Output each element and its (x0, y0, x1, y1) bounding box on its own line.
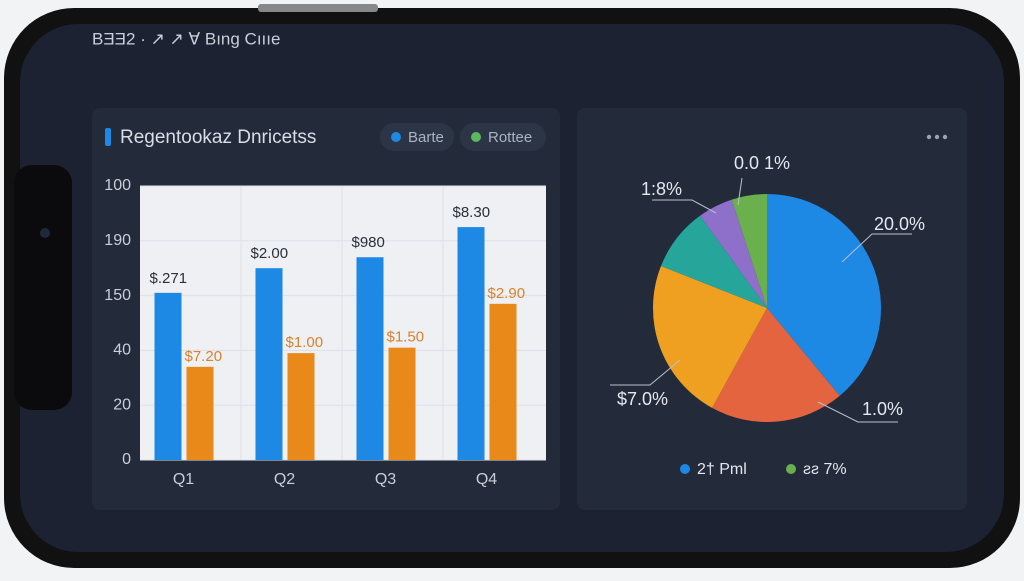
value-label: $1.50 (387, 329, 425, 346)
legend-label: Rottee (488, 129, 532, 146)
leader-line (817, 401, 898, 423)
pie-slice (653, 266, 767, 408)
bar (457, 227, 485, 460)
pie-label: 1:8% (641, 179, 682, 199)
leader-line (610, 359, 681, 386)
legend-dot (391, 132, 401, 142)
y-tick-label: 0 (122, 451, 131, 468)
x-tick-label: Q1 (173, 471, 194, 488)
legend-label: ƨƨ 7% (803, 461, 847, 478)
leader-line (652, 199, 717, 214)
leader-line (841, 233, 912, 263)
bar (356, 257, 384, 460)
pie-label: 0.0 1% (734, 153, 790, 173)
legend-label: 2† Pml (697, 461, 747, 478)
legend-dot (680, 464, 690, 474)
legend-dot (786, 464, 796, 474)
phone-button (258, 4, 378, 12)
pie-slice (661, 215, 767, 308)
y-tick-label: 150 (104, 287, 131, 304)
legend-pill (460, 123, 546, 151)
y-tick-label: 100 (104, 177, 131, 194)
x-tick-label: Q3 (375, 471, 396, 488)
value-label: $980 (352, 234, 385, 251)
legend-pill (380, 123, 454, 151)
leader-line (737, 177, 743, 206)
legend-label: Barte (408, 129, 444, 146)
value-label: $7.20 (185, 348, 223, 365)
value-label: $.271 (150, 270, 188, 287)
y-tick-label: 40 (113, 342, 131, 359)
pie-label: 1.0% (862, 399, 903, 419)
pie-slice (767, 194, 881, 396)
pie-label: $7.0% (617, 389, 668, 409)
bar (489, 303, 517, 460)
pie-label: 20.0% (874, 214, 925, 234)
bar (154, 292, 182, 460)
value-label: $8.30 (453, 204, 491, 221)
bar (255, 268, 283, 460)
value-label: $1.00 (286, 334, 324, 351)
x-tick-label: Q4 (476, 471, 497, 488)
bar (186, 366, 214, 460)
header-title: BƎƎ2 · ↗ ↗ ∀ Bıng Cıııe (92, 29, 280, 48)
bar (287, 353, 315, 460)
bar-title: Regentookaz Dnricetss (120, 127, 316, 148)
pie-slice (731, 194, 767, 308)
camera (40, 228, 50, 238)
value-label: $2.00 (251, 245, 289, 262)
value-label: $2.90 (488, 285, 526, 302)
title-accent (105, 128, 111, 146)
menu-dots (926, 134, 948, 140)
x-tick-label: Q2 (274, 471, 295, 488)
y-tick-label: 20 (113, 396, 131, 413)
pie-slice (712, 308, 840, 422)
legend-dot (471, 132, 481, 142)
pie-slice (699, 199, 767, 308)
notch (14, 165, 72, 410)
y-tick-label: 190 (104, 232, 131, 249)
bar (388, 347, 416, 460)
